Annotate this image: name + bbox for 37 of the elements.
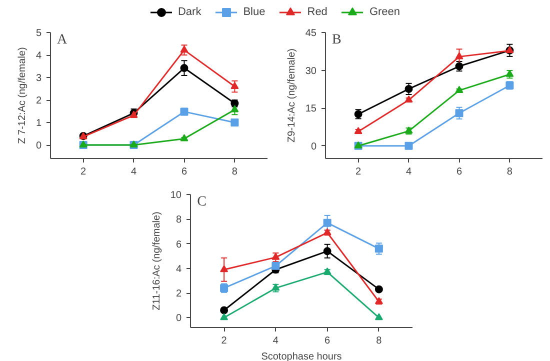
x-tick-label: 8 (232, 166, 238, 178)
y-tick-label: 1 (36, 118, 42, 129)
x-tick-label: 4 (272, 336, 279, 346)
x-tick-label: 4 (406, 166, 412, 178)
x-tick-label: 2 (356, 166, 362, 178)
y-axis-title: Z9-14:Ac (ng/female) (286, 48, 298, 142)
legend-label: Green (369, 6, 400, 18)
y-tick-label: 5 (36, 28, 42, 39)
y-axis-title: Z 7-12:Ac (ng/female) (16, 47, 28, 144)
y-tick-label: 15 (305, 104, 317, 115)
y-tick-label: 6 (176, 239, 182, 250)
y-tick-label: 4 (176, 264, 182, 275)
x-tick-label: 6 (324, 336, 331, 346)
x-tick-label: 8 (506, 166, 513, 178)
y-tick-label: 0 (176, 313, 182, 324)
legend-label: Dark (178, 6, 202, 18)
x-tick-label: 6 (456, 166, 462, 178)
y-tick-label: 0 (36, 140, 42, 152)
y-tick-label: 3 (36, 73, 42, 84)
x-tick-label: 4 (130, 166, 137, 178)
y-tick-label: 8 (176, 214, 182, 226)
y-tick-label: 30 (305, 66, 317, 77)
y-tick-label: 0 (310, 141, 317, 152)
y-tick-label: 2 (36, 96, 42, 106)
y-axis-title: Z11-16:Ac (ng/female) (151, 212, 162, 310)
x-tick-label: 2 (80, 166, 87, 178)
x-tick-label: 2 (221, 336, 228, 346)
y-tick-label: 10 (170, 190, 182, 201)
chart-title: B (332, 32, 342, 48)
chart-title: C (197, 194, 207, 210)
chart-title: A (57, 32, 68, 48)
y-tick-label: 2 (176, 288, 182, 300)
legend-label: Red (307, 6, 328, 18)
y-tick-label: 4 (36, 50, 42, 62)
legend-label: Blue (243, 6, 266, 18)
x-tick-label: 8 (376, 336, 382, 346)
y-tick-label: 45 (305, 28, 317, 39)
